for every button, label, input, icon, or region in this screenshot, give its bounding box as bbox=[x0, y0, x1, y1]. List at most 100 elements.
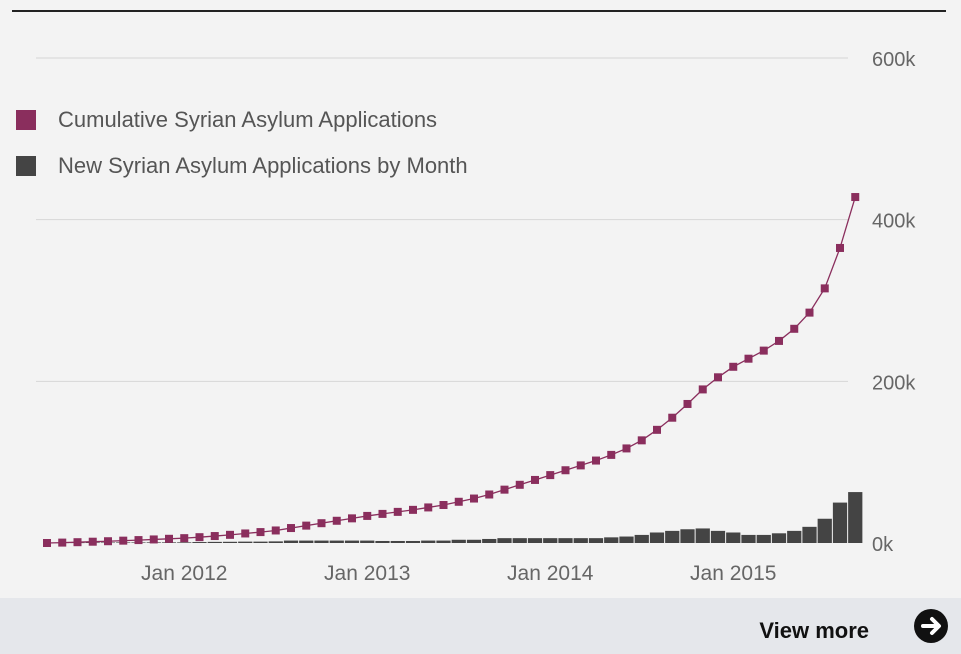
cumulative-point bbox=[348, 514, 356, 523]
monthly-bar bbox=[787, 530, 802, 543]
cumulative-point bbox=[180, 534, 189, 543]
y-tick-label: 200k bbox=[872, 372, 916, 394]
monthly-bar bbox=[466, 539, 482, 543]
monthly-bar bbox=[192, 542, 207, 543]
monthly-bar bbox=[268, 541, 283, 543]
cumulative-point bbox=[698, 385, 707, 394]
cumulative-point bbox=[149, 535, 158, 544]
cumulative-point bbox=[195, 533, 204, 542]
cumulative-points bbox=[43, 193, 860, 547]
cumulative-point bbox=[210, 532, 219, 541]
monthly-bars bbox=[55, 492, 863, 544]
cumulative-point bbox=[531, 475, 539, 484]
cumulative-point bbox=[424, 503, 433, 512]
cumulative-point bbox=[393, 507, 402, 516]
monthly-bar bbox=[695, 528, 710, 543]
legend-swatch-monthly bbox=[16, 156, 36, 176]
cumulative-point bbox=[302, 521, 311, 530]
cumulative-point bbox=[515, 480, 524, 489]
legend-label-cumulative: Cumulative Syrian Asylum Applications bbox=[58, 107, 438, 132]
monthly-bar bbox=[314, 540, 329, 543]
monthly-bar bbox=[665, 530, 680, 543]
monthly-bar bbox=[604, 537, 619, 543]
monthly-bar bbox=[543, 538, 558, 543]
monthly-bar bbox=[817, 518, 832, 543]
monthly-bar bbox=[344, 540, 360, 543]
y-tick-label: 0k bbox=[872, 534, 894, 556]
cumulative-point bbox=[729, 362, 738, 371]
cumulative-point bbox=[409, 505, 417, 514]
monthly-bar bbox=[588, 538, 604, 543]
monthly-bar bbox=[253, 541, 268, 543]
chart-legend: Cumulative Syrian Asylum Applications Ne… bbox=[16, 97, 468, 189]
cumulative-point bbox=[668, 413, 677, 422]
monthly-bar bbox=[451, 539, 466, 543]
cumulative-point bbox=[88, 537, 97, 546]
monthly-bar bbox=[421, 540, 436, 543]
legend-swatch-cumulative bbox=[16, 110, 36, 130]
cumulative-point bbox=[454, 497, 463, 506]
monthly-bar bbox=[649, 532, 665, 543]
monthly-bar bbox=[482, 538, 497, 543]
cumulative-point bbox=[759, 346, 768, 355]
legend-item-monthly: New Syrian Asylum Applications by Month bbox=[16, 143, 468, 189]
chart-footer: View more bbox=[0, 598, 961, 654]
monthly-bar bbox=[177, 542, 192, 543]
cumulative-point bbox=[775, 336, 783, 345]
monthly-bar bbox=[832, 502, 848, 543]
cumulative-point bbox=[73, 538, 82, 547]
cumulative-point bbox=[485, 490, 494, 499]
cumulative-point bbox=[104, 537, 112, 546]
y-tick-label: 600k bbox=[872, 49, 916, 71]
cumulative-point bbox=[241, 529, 250, 538]
cumulative-point bbox=[622, 444, 631, 453]
monthly-bar bbox=[527, 538, 543, 543]
x-tick-label: Jan 2014 bbox=[507, 562, 594, 585]
cumulative-point bbox=[500, 485, 509, 494]
cumulative-point bbox=[714, 373, 722, 382]
monthly-bar bbox=[390, 540, 405, 543]
view-more-link[interactable]: View more bbox=[759, 618, 869, 643]
monthly-bar bbox=[329, 540, 344, 543]
top-divider bbox=[12, 10, 946, 12]
cumulative-point bbox=[332, 516, 341, 525]
x-axis-ticks: Jan 2012 Jan 2013 Jan 2014 Jan 2015 bbox=[141, 562, 776, 585]
cumulative-point bbox=[470, 494, 478, 503]
cumulative-point bbox=[58, 538, 67, 547]
cumulative-point bbox=[851, 193, 860, 202]
y-axis-ticks: 0k 200k 400k 600k bbox=[872, 49, 916, 556]
cumulative-point bbox=[43, 539, 51, 547]
cumulative-point bbox=[576, 461, 585, 470]
monthly-bar bbox=[375, 540, 390, 543]
cumulative-point bbox=[287, 524, 295, 533]
cumulative-point bbox=[592, 456, 600, 465]
cumulative-point bbox=[439, 501, 448, 510]
cumulative-point bbox=[256, 528, 265, 537]
cumulative-point bbox=[378, 509, 387, 518]
legend-label-monthly: New Syrian Asylum Applications by Month bbox=[58, 153, 468, 178]
x-tick-label: Jan 2015 bbox=[690, 562, 776, 585]
legend-item-cumulative: Cumulative Syrian Asylum Applications bbox=[16, 97, 468, 143]
cumulative-point bbox=[805, 308, 814, 317]
monthly-bar bbox=[405, 540, 421, 543]
cumulative-point bbox=[790, 324, 799, 333]
monthly-bar bbox=[726, 532, 741, 543]
x-tick-label: Jan 2012 bbox=[141, 562, 227, 585]
cumulative-point bbox=[820, 284, 829, 293]
monthly-bar bbox=[619, 536, 634, 543]
monthly-bar bbox=[222, 541, 238, 543]
cumulative-point bbox=[607, 450, 616, 459]
monthly-bar bbox=[436, 540, 451, 543]
monthly-bar bbox=[360, 540, 375, 543]
monthly-bar bbox=[756, 534, 771, 543]
monthly-bar bbox=[710, 530, 726, 543]
monthly-bar bbox=[680, 529, 695, 543]
cumulative-point bbox=[271, 526, 280, 535]
monthly-bar bbox=[802, 526, 817, 543]
arrow-right-circle-icon[interactable] bbox=[913, 608, 949, 644]
cumulative-point bbox=[561, 466, 570, 475]
cumulative-point bbox=[683, 399, 692, 408]
monthly-bar bbox=[573, 538, 588, 543]
monthly-bar bbox=[238, 541, 253, 543]
